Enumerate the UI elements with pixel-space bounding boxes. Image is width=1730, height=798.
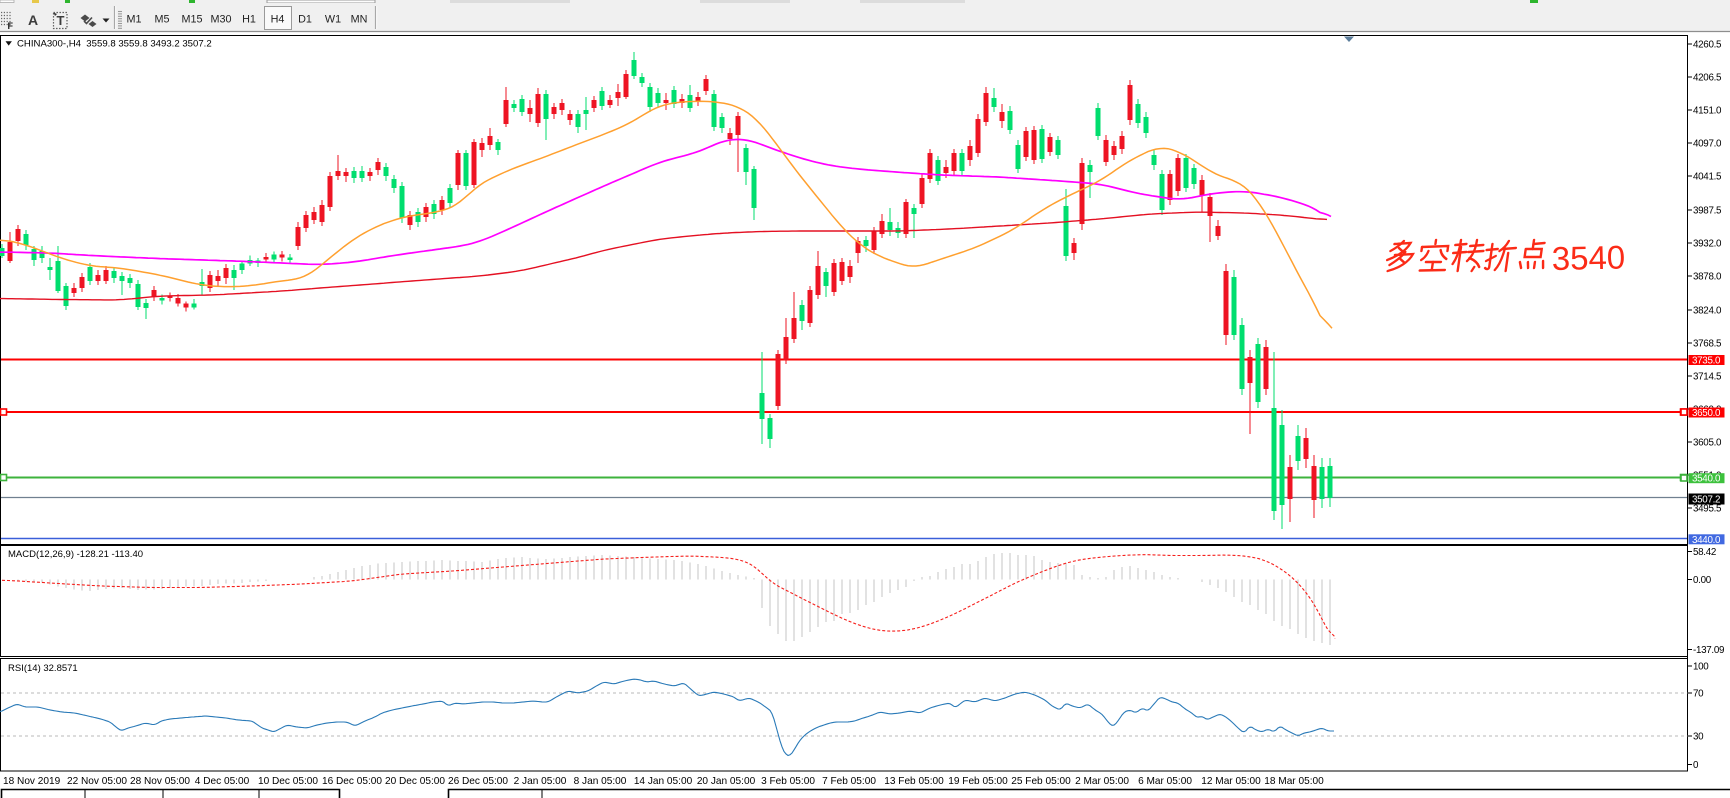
svg-text:4260.5: 4260.5 [1693, 40, 1722, 51]
svg-text:4097.0: 4097.0 [1693, 139, 1722, 150]
svg-text:70: 70 [1693, 689, 1704, 700]
svg-text:M30: M30 [210, 14, 231, 26]
svg-text:0: 0 [1693, 760, 1699, 771]
svg-text:3768.5: 3768.5 [1693, 339, 1722, 350]
svg-text:3540: 3540 [1551, 238, 1625, 277]
svg-text:0.00: 0.00 [1693, 575, 1712, 586]
svg-text:100: 100 [1693, 662, 1709, 673]
svg-text:4206.5: 4206.5 [1693, 73, 1722, 84]
svg-text:A: A [28, 12, 38, 28]
svg-text:6 Mar 05:00: 6 Mar 05:00 [1138, 776, 1192, 787]
svg-text:25 Feb 05:00: 25 Feb 05:00 [1011, 776, 1071, 787]
svg-text:16 Dec 05:00: 16 Dec 05:00 [322, 776, 382, 787]
svg-text:3824.0: 3824.0 [1693, 306, 1722, 317]
svg-text:2 Mar 05:00: 2 Mar 05:00 [1075, 776, 1129, 787]
svg-text:10 Dec 05:00: 10 Dec 05:00 [258, 776, 318, 787]
svg-text:4041.5: 4041.5 [1693, 172, 1722, 183]
svg-text:14 Jan 05:00: 14 Jan 05:00 [634, 776, 693, 787]
svg-text:D1: D1 [298, 14, 312, 26]
svg-text:7 Feb 05:00: 7 Feb 05:00 [822, 776, 876, 787]
svg-text:3507.2: 3507.2 [1692, 495, 1720, 506]
svg-text:F: F [8, 21, 14, 31]
svg-text:CHINA300-,H4 3559.8 3559.8 34: CHINA300-,H4 3559.8 3559.8 3493.2 3507.2 [17, 39, 212, 50]
svg-text:M5: M5 [155, 14, 170, 26]
svg-text:H4: H4 [271, 14, 285, 26]
svg-text:30: 30 [1693, 732, 1704, 743]
svg-text:M15: M15 [181, 14, 202, 26]
svg-text:T: T [57, 13, 65, 28]
svg-text:58.42: 58.42 [1693, 547, 1716, 558]
svg-text:M1: M1 [127, 14, 142, 26]
svg-text:18 Nov 2019: 18 Nov 2019 [3, 776, 61, 787]
svg-text:18 Mar 05:00: 18 Mar 05:00 [1264, 776, 1324, 787]
svg-text:3714.5: 3714.5 [1693, 372, 1722, 383]
svg-text:MACD(12,26,9) -128.21 -113.40: MACD(12,26,9) -128.21 -113.40 [8, 549, 143, 560]
svg-text:3440.0: 3440.0 [1692, 535, 1721, 546]
svg-text:22 Nov 05:00: 22 Nov 05:00 [67, 776, 127, 787]
svg-text:-137.09: -137.09 [1693, 645, 1724, 656]
svg-text:W1: W1 [325, 14, 341, 26]
svg-text:4151.0: 4151.0 [1693, 106, 1722, 117]
svg-text:3878.0: 3878.0 [1693, 272, 1722, 283]
svg-text:2 Jan 05:00: 2 Jan 05:00 [514, 776, 567, 787]
svg-text:26 Dec 05:00: 26 Dec 05:00 [448, 776, 508, 787]
svg-text:28 Nov 05:00: 28 Nov 05:00 [130, 776, 190, 787]
svg-text:12 Mar 05:00: 12 Mar 05:00 [1201, 776, 1261, 787]
svg-text:13 Feb 05:00: 13 Feb 05:00 [884, 776, 944, 787]
svg-text:3735.0: 3735.0 [1692, 356, 1721, 367]
svg-text:3540.0: 3540.0 [1692, 474, 1721, 485]
svg-text:4 Dec 05:00: 4 Dec 05:00 [195, 776, 250, 787]
svg-text:3987.5: 3987.5 [1693, 206, 1722, 217]
svg-text:RSI(14) 32.8571: RSI(14) 32.8571 [8, 663, 78, 674]
svg-text:3932.0: 3932.0 [1693, 239, 1722, 250]
svg-text:8 Jan 05:00: 8 Jan 05:00 [574, 776, 627, 787]
svg-text:3605.0: 3605.0 [1693, 438, 1722, 449]
svg-text:20 Jan 05:00: 20 Jan 05:00 [697, 776, 756, 787]
svg-text:19 Feb 05:00: 19 Feb 05:00 [948, 776, 1008, 787]
svg-text:3650.0: 3650.0 [1692, 408, 1721, 419]
svg-text:MN: MN [351, 14, 368, 26]
svg-text:20 Dec 05:00: 20 Dec 05:00 [385, 776, 445, 787]
svg-text:3 Feb 05:00: 3 Feb 05:00 [761, 776, 815, 787]
svg-text:3495.5: 3495.5 [1693, 504, 1722, 515]
svg-text:H1: H1 [242, 14, 256, 26]
